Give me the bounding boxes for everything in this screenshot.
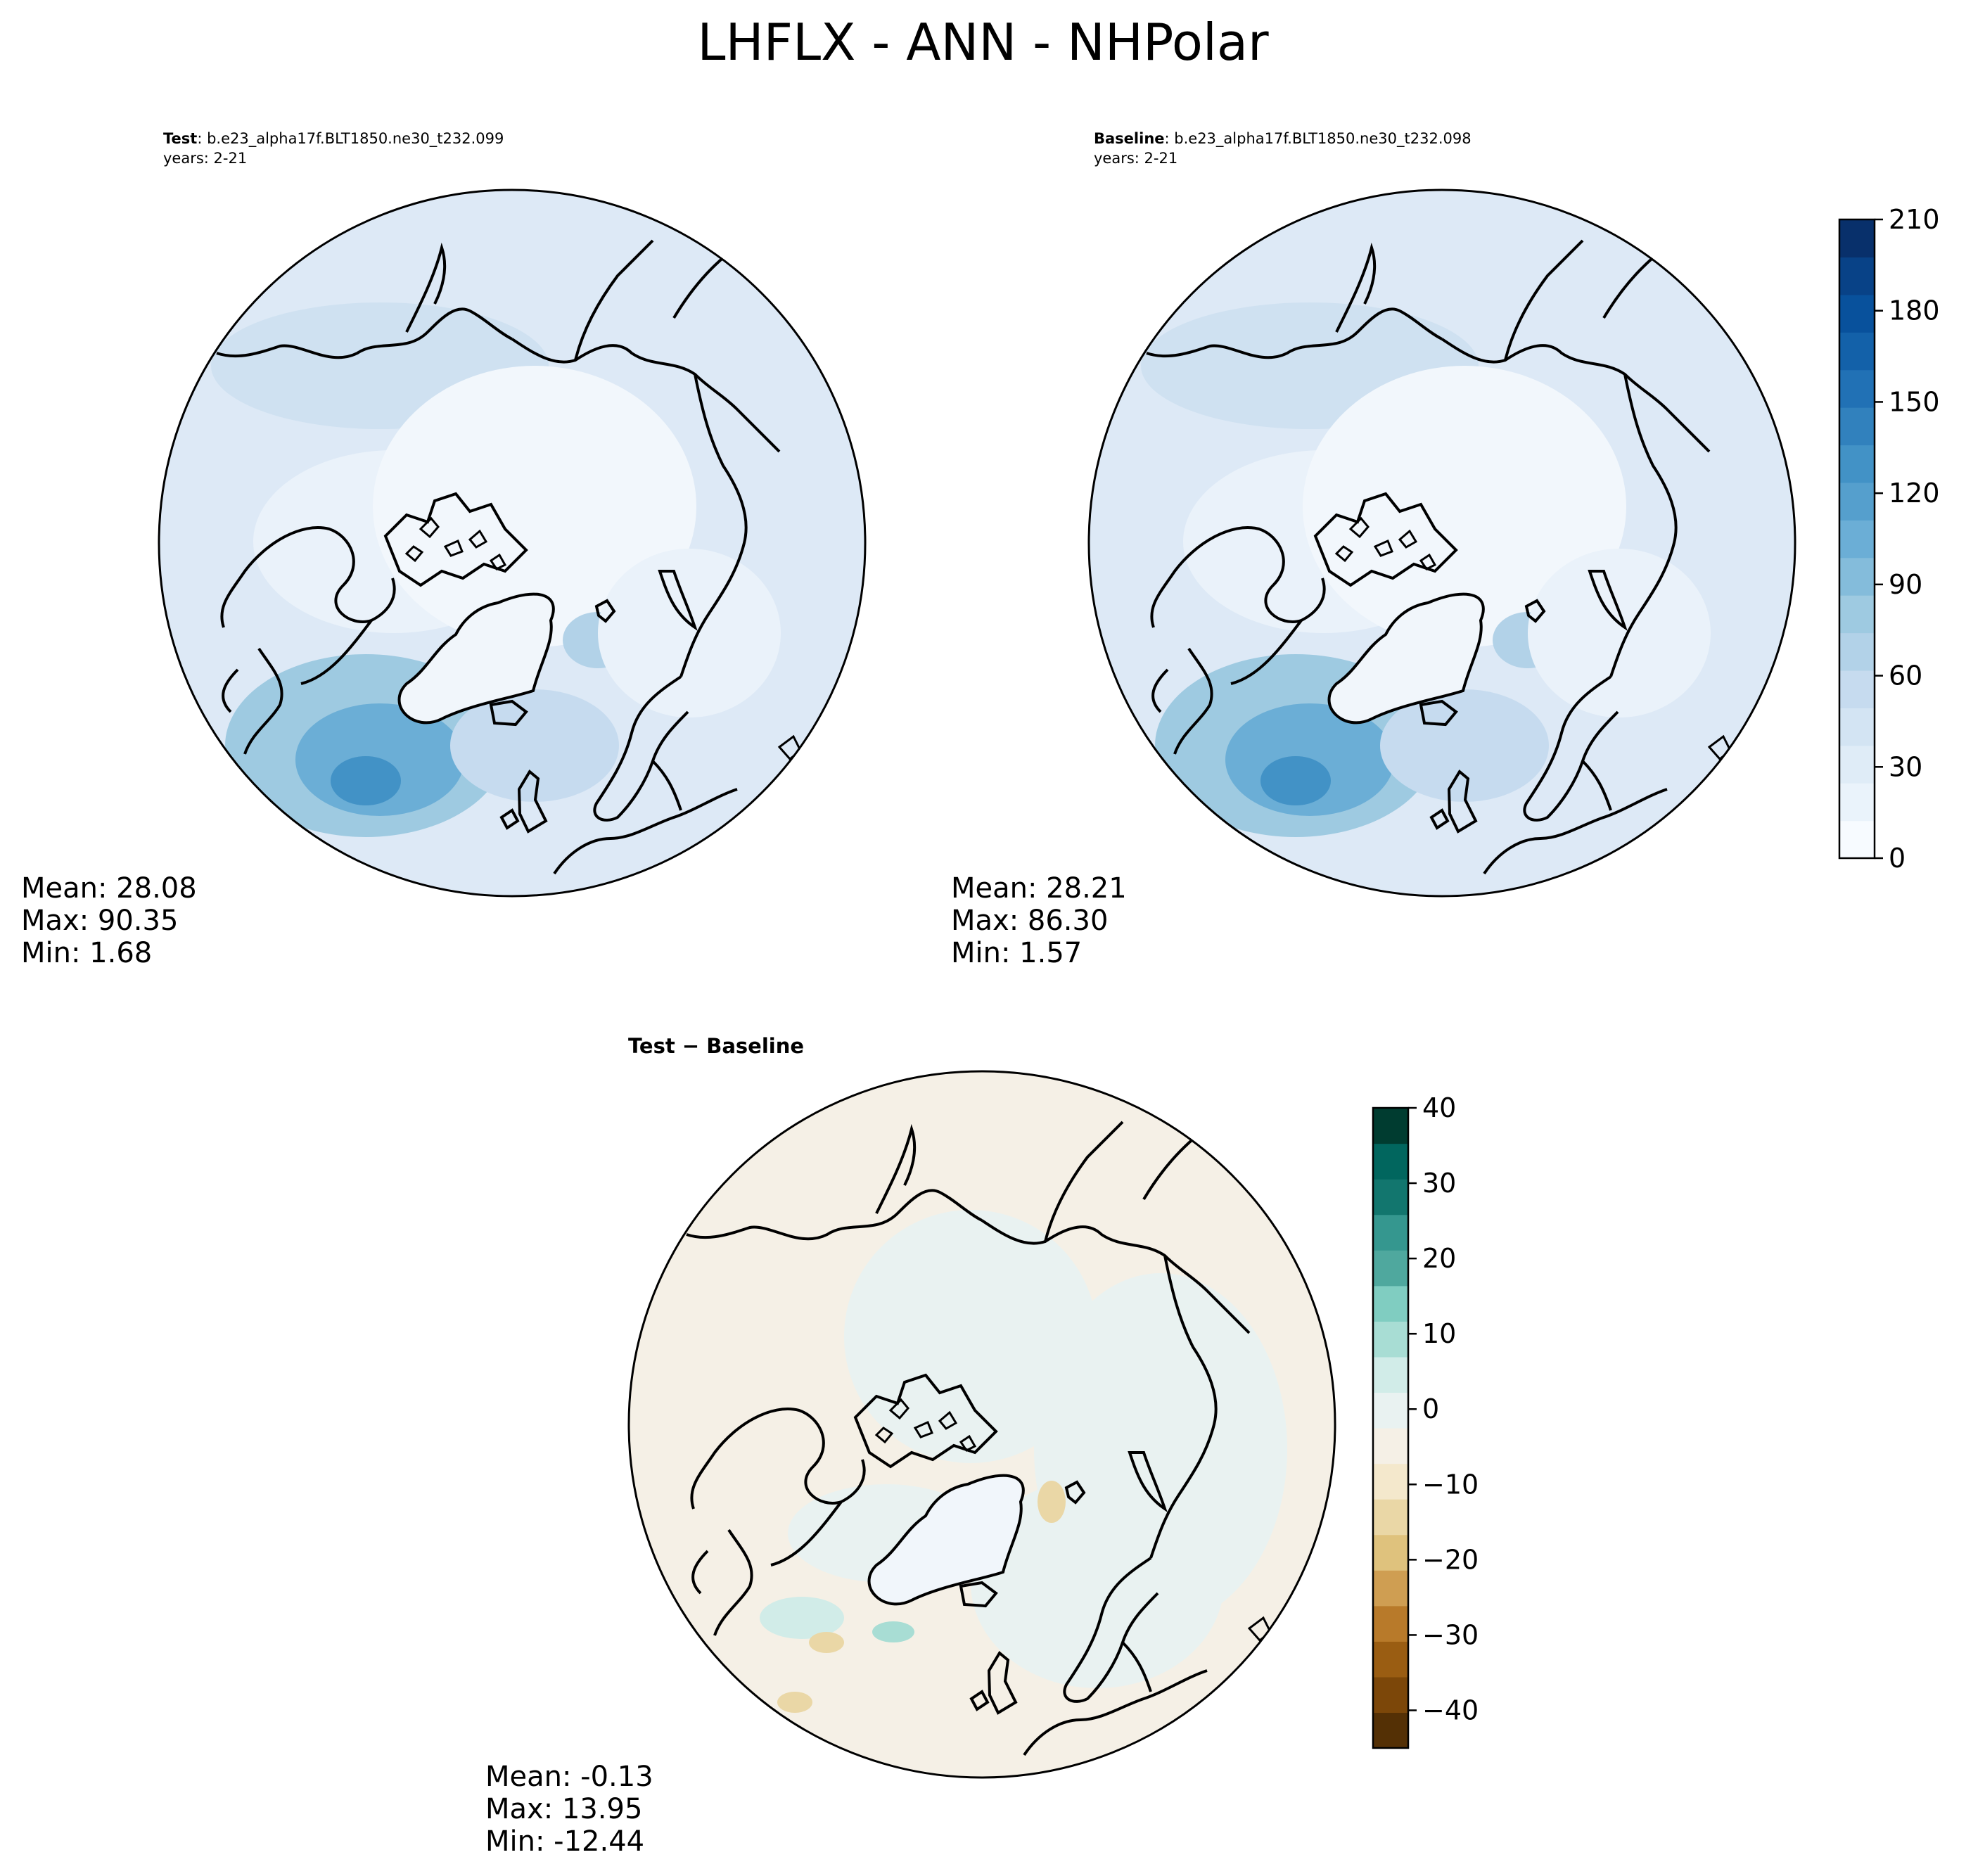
colorbar-segment [1373,1463,1408,1500]
colorbar-tick-label: 120 [1889,478,1940,509]
test-min: Min: 1.68 [21,937,153,969]
colorbar-tick-label: 30 [1422,1168,1456,1199]
test-caption: Test: b.e23_alpha17f.BLT1850.ne30_t232.0… [163,129,504,168]
colorbar-tick-label: 0 [1422,1393,1439,1424]
test-max: Max: 90.35 [21,905,179,937]
colorbar-segment [1373,1499,1408,1536]
colorbar-tick-label: 150 [1889,386,1940,417]
colorbar-tick-label: −30 [1422,1619,1479,1650]
colorbar-segment [1839,445,1875,483]
colorbar-segment [1839,257,1875,295]
colorbar-frame [1372,1106,1410,1749]
colorbar-segment [1373,1321,1408,1358]
baseline-map [1087,189,1796,898]
diff-colorbar: 40 30 20 10 0 −10 −20 −30 −40 [1372,1092,1479,1749]
test-label: Test [163,130,198,147]
colorbar-segment [1373,1428,1408,1465]
test-stats: Mean: 28.08 Max: 90.35 Min: 1.68 [21,872,197,969]
colorbar-segment [1373,1392,1408,1429]
colorbar-tick-label: 10 [1422,1318,1456,1349]
baseline-max: Max: 86.30 [951,905,1109,937]
colorbar-segment [1839,557,1875,596]
colorbar-segment [1839,520,1875,559]
colorbar-tick-label: −40 [1422,1695,1479,1725]
colorbar-tick-label: 210 [1889,204,1940,235]
colorbar-segment [1373,1214,1408,1251]
colorbar-segment [1373,1605,1408,1642]
baseline-case-name: : b.e23_alpha17f.BLT1850.ne30_t232.098 [1164,130,1472,147]
colorbar-segment [1373,1179,1408,1215]
colorbar-segment [1373,1285,1408,1322]
colorbar-segment [1839,745,1875,784]
baseline-caption: Baseline: b.e23_alpha17f.BLT1850.ne30_t2… [1094,129,1472,168]
colorbar-segment [1373,1570,1408,1607]
field-colorbar: 210 180 150 120 90 60 30 0 [1838,204,1940,874]
diff-map [627,1070,1336,1779]
test-case-name: : b.e23_alpha17f.BLT1850.ne30_t232.099 [197,130,504,147]
test-years: years: 2-21 [163,150,248,167]
diff-max: Max: 13.95 [485,1793,643,1825]
diff-stats: Mean: -0.13 Max: 13.95 Min: -12.44 [485,1761,653,1858]
colorbar-segment [1373,1641,1408,1678]
colorbar-segment [1839,482,1875,521]
colorbar-tick-label: 30 [1889,751,1922,782]
colorbar-tick-label: −10 [1422,1469,1479,1500]
colorbar-tick-label: 90 [1889,569,1922,600]
colorbar-tick-label: 60 [1889,661,1922,691]
colorbar-segment [1839,595,1875,634]
colorbar-segment [1373,1676,1408,1714]
colorbar-segment [1839,332,1875,371]
colorbar-segment [1839,632,1875,671]
colorbar-segment [1839,219,1875,258]
diff-title: Test − Baseline [628,1034,805,1058]
colorbar-tick-label: −20 [1422,1544,1479,1575]
baseline-min: Min: 1.57 [951,937,1083,969]
baseline-label: Baseline [1094,130,1165,147]
baseline-years: years: 2-21 [1094,150,1178,167]
colorbar-tick-label: 0 [1889,843,1906,874]
colorbar-segment [1373,1250,1408,1287]
test-mean: Mean: 28.08 [21,872,197,905]
colorbar-segment [1373,1534,1408,1571]
colorbar-segment [1839,820,1875,859]
test-map [158,189,867,898]
colorbar-segment [1373,1712,1408,1749]
colorbar-segment [1839,783,1875,822]
baseline-stats: Mean: 28.21 Max: 86.30 Min: 1.57 [951,872,1127,969]
colorbar-tick-label: 40 [1422,1092,1456,1123]
colorbar-tick-label: 20 [1422,1243,1456,1274]
colorbar-segment [1373,1108,1408,1144]
figure-title: LHFLX - ANN - NHPolar [697,13,1269,72]
colorbar-segment [1839,369,1875,408]
diff-mean: Mean: -0.13 [485,1761,653,1793]
colorbar-segment [1839,670,1875,708]
colorbar-tick-label: 180 [1889,295,1940,326]
colorbar-frame [1838,218,1876,860]
colorbar-segment [1373,1143,1408,1180]
colorbar-segment [1839,407,1875,446]
colorbar-segment [1373,1356,1408,1393]
colorbar-segment [1839,708,1875,746]
colorbar-segment [1839,294,1875,333]
baseline-mean: Mean: 28.21 [951,872,1127,905]
diff-min: Min: -12.44 [485,1825,645,1858]
